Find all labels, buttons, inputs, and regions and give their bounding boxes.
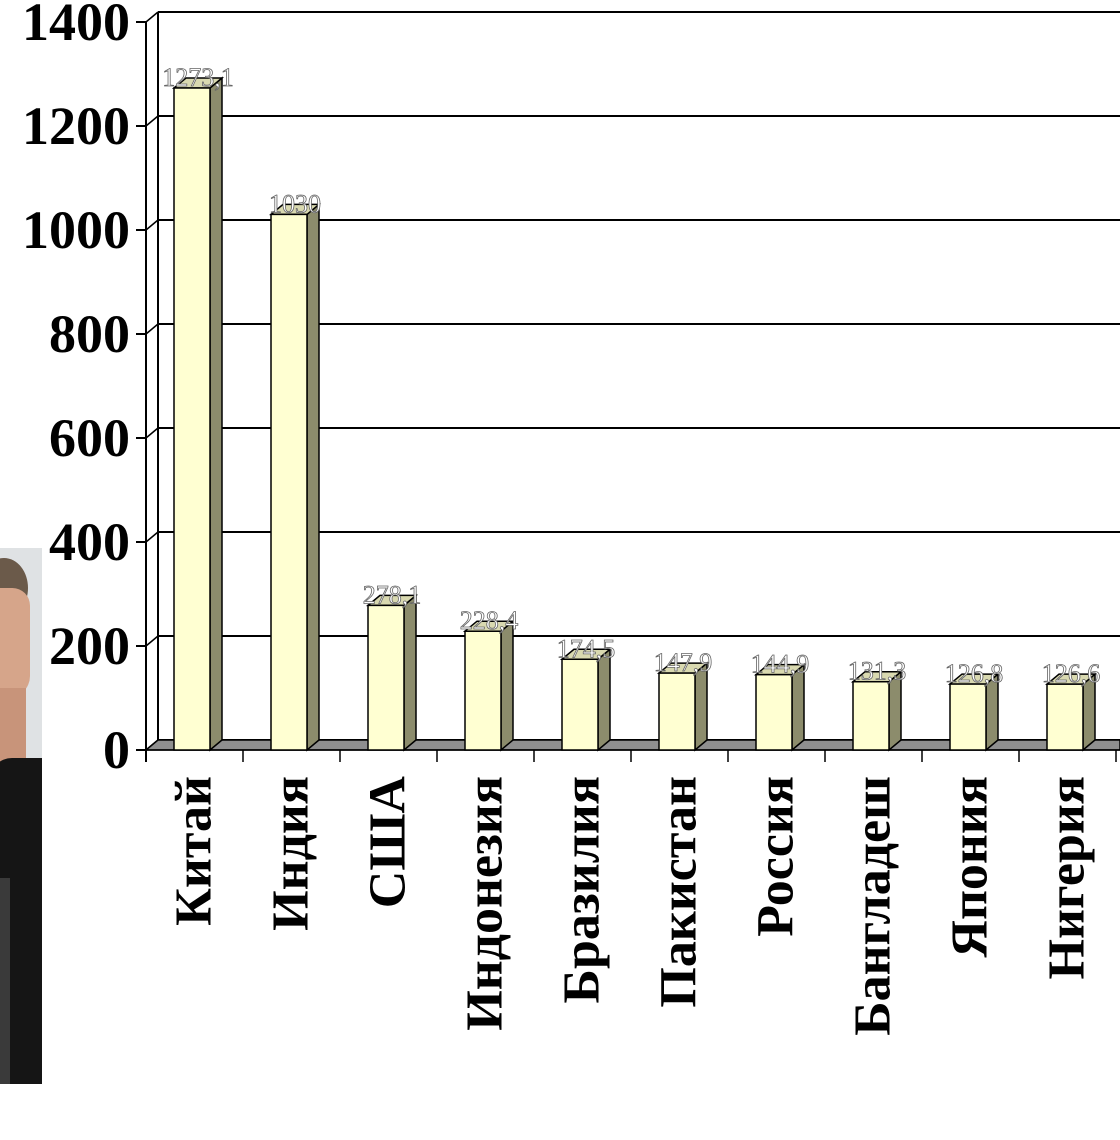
y-tick-label: 200 — [49, 616, 130, 676]
bar — [462, 619, 516, 752]
data-label: 144,9 — [751, 650, 810, 679]
bar — [559, 647, 613, 752]
bar — [753, 663, 807, 752]
bar — [850, 670, 904, 752]
bars — [171, 76, 1098, 752]
y-tick-label: 400 — [49, 512, 130, 572]
gridline-connector — [145, 427, 159, 439]
bar — [365, 593, 419, 752]
bar-front — [367, 604, 405, 751]
data-label: 1273,1 — [162, 63, 234, 92]
data-label: 174,5 — [557, 634, 616, 663]
bar-side — [500, 619, 514, 752]
photo-shirt — [0, 878, 10, 1084]
data-label: 126,8 — [945, 659, 1004, 688]
y-tick-label: 600 — [49, 408, 130, 468]
y-tick-label: 1200 — [22, 96, 130, 156]
x-tick-label: Бангладеш — [845, 776, 902, 1036]
photo-face — [0, 588, 30, 698]
bar-front — [464, 630, 502, 751]
y-tick-label: 800 — [49, 304, 130, 364]
bar-front — [270, 213, 308, 751]
bar-front — [1046, 683, 1084, 751]
bar — [656, 661, 710, 752]
x-tick-labels: Китай Индия США Индонезия Бразилия Пакистан Ро… — [166, 776, 1096, 1036]
bar-front — [755, 673, 793, 751]
data-labels: 1273,1 1030 278,1 228,4 174,5 147,9 144,9 131,3… — [162, 63, 1101, 689]
data-label: 131,3 — [848, 657, 907, 686]
y-tick-label: 1400 — [22, 0, 130, 52]
bar — [171, 76, 225, 752]
gridline-connector — [145, 115, 159, 127]
bar — [268, 202, 322, 752]
bar-front — [173, 87, 211, 751]
bar-front — [658, 672, 696, 751]
y-tick-labels: 0 200 400 600 800 1000 1200 1400 — [22, 0, 130, 780]
bar-side — [597, 647, 611, 752]
gridline-connector — [145, 11, 159, 23]
bar — [947, 672, 1001, 752]
data-label: 278,1 — [363, 580, 422, 609]
gridline-connector — [145, 531, 159, 543]
bar-side — [306, 202, 320, 752]
x-tick-label: Россия — [748, 776, 805, 937]
x-tick-label: Индия — [263, 776, 320, 931]
bar-side — [209, 76, 223, 752]
y-tick-label: 0 — [103, 720, 130, 780]
x-tick-label: Пакистан — [651, 776, 708, 1008]
bar — [1044, 672, 1098, 752]
data-label: 147,9 — [654, 648, 713, 677]
bar-side — [403, 593, 417, 752]
x-tick-label: Бразилия — [554, 776, 611, 1003]
x-tick-label: Нигерия — [1039, 776, 1096, 979]
y-tick-label: 1000 — [22, 200, 130, 260]
data-label: 1030 — [269, 189, 321, 218]
gridline-connector — [145, 219, 159, 231]
x-tick-label: Индонезия — [457, 776, 514, 1031]
data-label: 228,4 — [460, 606, 519, 635]
bar-front — [561, 658, 599, 751]
bar-front — [852, 680, 890, 751]
gridline-connector — [145, 635, 159, 647]
x-tick-label: Япония — [942, 776, 999, 958]
x-tick-label: Китай — [166, 776, 223, 926]
x-tick-label: США — [360, 776, 417, 909]
person-photo — [0, 548, 42, 1084]
data-label: 126,6 — [1042, 659, 1101, 688]
gridline-connector — [145, 323, 159, 335]
bar-front — [949, 683, 987, 751]
